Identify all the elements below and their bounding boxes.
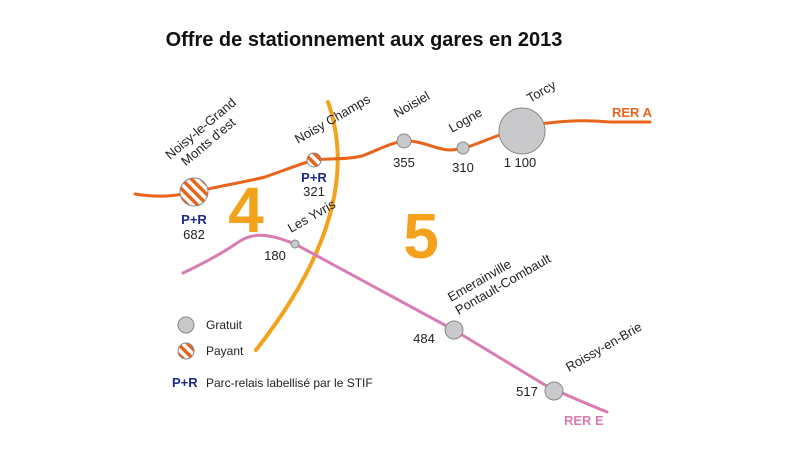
legend-payant: Payant [206, 344, 244, 358]
gratuit-marker-icon [498, 107, 546, 155]
payant-marker-icon [179, 177, 209, 207]
rer-a-label: RER A [612, 105, 653, 120]
parking-count: 321 [303, 184, 325, 199]
station-noisiel: Noisiel 355 [391, 88, 432, 170]
parking-count: 484 [413, 331, 435, 346]
station-roissy-en-brie: Roissy-en-Brie 517 [516, 319, 644, 401]
payant-marker-icon [306, 152, 322, 168]
parking-count: 310 [452, 160, 474, 175]
svg-text:Noisy-le-Grand Monts d'e: Noisy-le-Grand Monts d'est [162, 92, 251, 174]
station-noisy-champs: Noisy Champs P+R 321 [292, 91, 373, 199]
parking-count: 180 [264, 248, 286, 263]
parking-count: 517 [516, 384, 538, 399]
legend: Gratuit Payant P+R Parc-relais labellisé… [172, 316, 373, 390]
parking-count: 682 [183, 227, 205, 242]
pr-badge: P+R [301, 170, 327, 185]
parking-count: 355 [393, 155, 415, 170]
gratuit-marker-icon [444, 320, 464, 340]
gratuit-marker-icon [290, 239, 300, 249]
pr-badge: P+R [181, 212, 207, 227]
legend-pr-badge: P+R [172, 375, 198, 390]
station-name: Roissy-en-Brie [563, 319, 644, 375]
map-title: Offre de stationnement aux gares en 2013 [166, 29, 563, 51]
station-name: Noisiel [391, 88, 432, 121]
station-name: Logne [446, 105, 485, 136]
rer-e-label: RER E [564, 413, 604, 428]
station-name: Torcy [524, 77, 559, 106]
station-logne: Logne 310 [446, 105, 485, 175]
gratuit-marker-icon [456, 141, 470, 155]
parking-count: 1 100 [504, 155, 537, 170]
gratuit-marker-icon [544, 381, 564, 401]
gratuit-legend-icon [177, 316, 195, 334]
zone-boundary-line [254, 100, 340, 352]
payant-legend-icon [177, 342, 195, 360]
legend-pr-description: Parc-relais labellisé par le STIF [206, 376, 373, 390]
station-name: Noisy Champs [292, 91, 373, 147]
rer-e-line [181, 233, 609, 414]
legend-gratuit: Gratuit [206, 318, 243, 332]
svg-text:Emerainville Pontault-Co: Emerainville Pontault-Combault [445, 238, 554, 318]
zone-5-label: 5 [403, 200, 439, 272]
gratuit-marker-icon [396, 133, 412, 149]
